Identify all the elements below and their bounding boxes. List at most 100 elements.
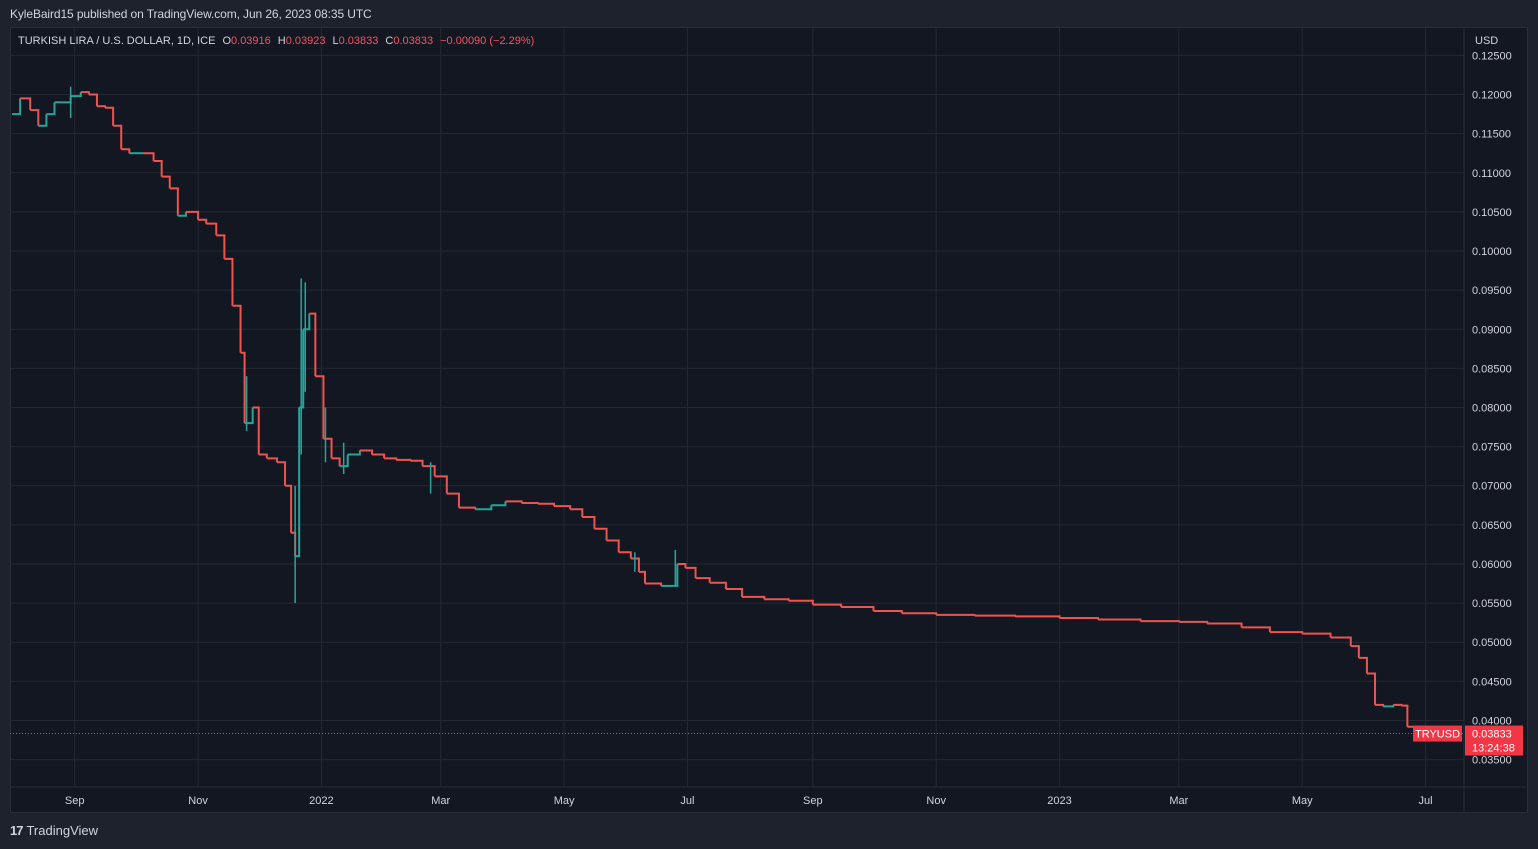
price-segment	[347, 450, 361, 456]
price-segment	[70, 92, 82, 98]
price-segment	[1401, 704, 1409, 727]
price-segment	[725, 588, 744, 597]
price-segment	[1393, 703, 1403, 706]
price-segment	[331, 457, 341, 467]
y-tick-label: 0.07000	[1472, 481, 1512, 493]
price-segment	[232, 304, 242, 353]
price-segment	[105, 106, 115, 126]
x-tick-label: 2022	[309, 795, 333, 807]
y-tick-label: 0.06000	[1472, 559, 1512, 571]
legend-close-label: C	[385, 35, 394, 47]
price-segment	[206, 222, 218, 236]
currency-label: USD	[1475, 35, 1498, 47]
price-segment	[371, 453, 386, 459]
price-segment	[422, 465, 436, 477]
price-segment	[1350, 645, 1360, 658]
price-segment	[553, 505, 572, 510]
legend-title: TURKISH LIRA / U.S. DOLLAR, 1D, ICE	[18, 35, 216, 47]
price-segment	[38, 114, 48, 127]
price-segment	[491, 501, 507, 507]
y-tick-label: 0.10000	[1472, 246, 1512, 258]
last-price-tag	[1465, 725, 1523, 756]
y-tick-label: 0.11500	[1472, 129, 1511, 141]
price-segment	[1015, 615, 1061, 618]
price-segment	[153, 160, 163, 177]
price-segment	[685, 566, 697, 579]
symbol-tag-label: TRYUSD	[1415, 729, 1460, 741]
y-tick-label: 0.12000	[1472, 90, 1512, 102]
price-segment	[113, 124, 123, 150]
y-tick-label: 0.03500	[1472, 755, 1512, 767]
price-series	[12, 86, 1417, 734]
axes: 0.12500 0.12000 0.11500 0.11000 0.10500 0.100…	[10, 28, 1528, 812]
price-segment	[244, 407, 254, 425]
y-tick-label: 0.07500	[1472, 442, 1512, 454]
price-segment	[240, 351, 246, 424]
price-segment	[323, 437, 333, 459]
y-tick-label: 0.08000	[1472, 403, 1512, 415]
last-price-label: 0.03833	[1472, 729, 1512, 741]
price-segment	[359, 449, 373, 455]
price-segment	[570, 508, 584, 518]
y-tick-label: 0.08500	[1472, 363, 1512, 375]
y-tick-label: 0.10500	[1472, 207, 1512, 219]
x-tick-label: Nov	[926, 795, 946, 807]
price-segment	[1241, 626, 1271, 633]
y-tick-label: 0.09000	[1472, 324, 1512, 336]
price-segment	[384, 457, 398, 460]
price-segment	[216, 234, 226, 259]
legend-high-value: 0.03923	[285, 35, 326, 47]
price-segment	[303, 313, 311, 331]
price-segment	[224, 257, 234, 306]
price-segment	[96, 105, 107, 108]
price-segment	[936, 613, 976, 616]
chart-legend: TURKISH LIRA / U.S. DOLLAR, 1D, ICE O0.03…	[18, 35, 534, 47]
price-segment	[458, 506, 477, 510]
tradingview-logo-icon: 17	[10, 823, 24, 838]
price-segment	[1269, 631, 1304, 634]
price-segment	[709, 581, 727, 590]
price-segment	[638, 570, 646, 584]
price-segment	[677, 562, 687, 568]
price-segment	[177, 211, 187, 217]
price-segment	[198, 218, 208, 224]
price-segment	[396, 458, 412, 461]
price-segment	[521, 501, 539, 504]
price-segment	[434, 475, 448, 494]
price-segment	[537, 502, 555, 507]
price-segment	[276, 461, 287, 486]
price-segment	[121, 148, 131, 154]
tradingview-footer[interactable]: 17 TradingView	[10, 823, 98, 838]
price-segment	[764, 598, 790, 601]
x-tick-label: Mar	[1169, 795, 1188, 807]
price-segment	[1178, 620, 1209, 624]
y-tick-label: 0.12500	[1472, 50, 1512, 62]
price-segment	[505, 500, 523, 503]
price-segment	[812, 603, 843, 608]
legend-open-value: 0.03916	[231, 35, 271, 47]
price-segment	[594, 527, 608, 541]
chart-pane[interactable]	[10, 27, 1528, 813]
price-segment	[618, 551, 632, 559]
price-segment	[339, 454, 349, 468]
price-segment	[62, 96, 72, 104]
y-tick-label: 0.05500	[1472, 598, 1512, 610]
legend-low-label: L	[332, 35, 339, 47]
y-tick-label: 0.04500	[1472, 676, 1512, 688]
price-segment	[20, 97, 32, 111]
price-segment	[901, 612, 938, 615]
price-segment	[1059, 616, 1099, 620]
price-segment	[185, 210, 200, 220]
price-segment	[12, 98, 22, 116]
countdown-label: 13:24:38	[1472, 743, 1515, 755]
x-tick-label: 2023	[1047, 795, 1071, 807]
price-segment	[873, 609, 903, 614]
price-segment	[309, 312, 317, 377]
price-segment	[143, 152, 155, 162]
price-segment	[475, 505, 493, 511]
x-tick-label: May	[1292, 795, 1313, 807]
x-tick-label: Nov	[188, 795, 208, 807]
price-segment	[695, 577, 711, 583]
x-tick-label: Sep	[65, 795, 85, 807]
